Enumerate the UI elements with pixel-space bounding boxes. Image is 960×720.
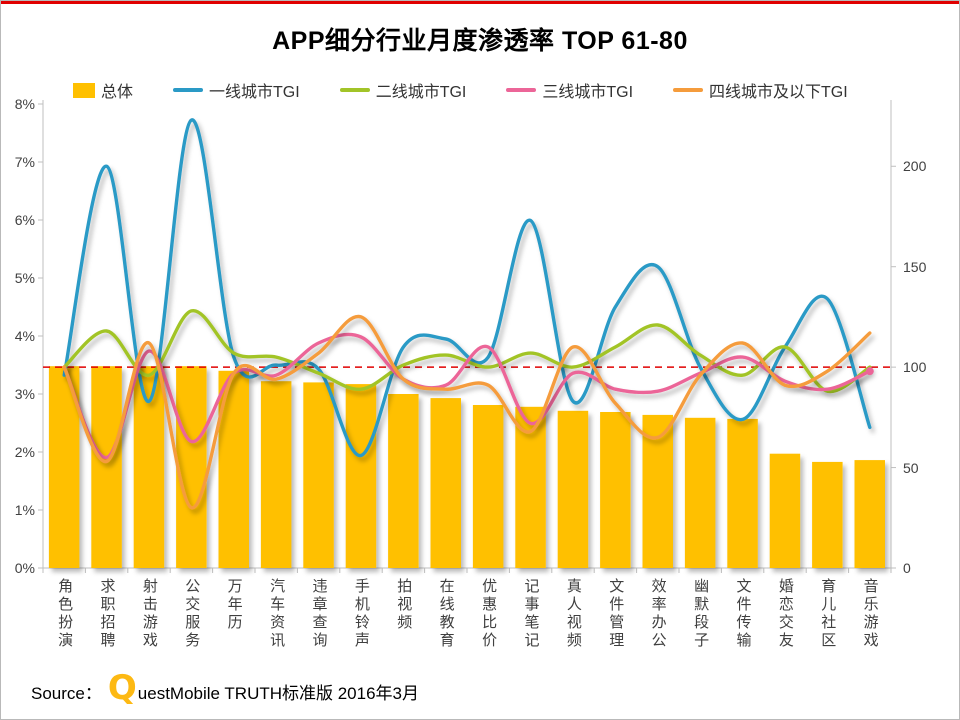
bar [430,398,461,568]
legend-swatch [73,82,95,98]
y-axis-right-label: 0 [903,560,911,576]
x-axis-label: 幽默段子 [692,578,710,650]
legend-swatch [506,88,537,92]
legend-swatch [173,88,204,92]
bar [812,461,843,568]
tgi-line-二线城市TGI [62,309,872,394]
x-axis-label: 记事笔记 [522,578,540,650]
legend-label: 二线城市TGI [375,84,467,101]
x-axis-label: 求职招聘 [98,578,116,650]
x-axis-label: 汽车资讯 [268,578,286,650]
x-axis-label: 手机铃声 [352,578,370,650]
y-axis-left-label: 0% [14,560,35,576]
legend-label: 一线城市TGI [209,84,300,101]
legend-label: 三线城市TGI [542,84,634,101]
bars [48,366,885,568]
x-axis-label: 万年历 [225,578,243,632]
legend-item: 总体 [73,78,133,102]
page-title: APP细分行业月度渗透率 TOP 61-80 [272,27,688,55]
x-axis-label: 效率办公 [649,578,667,650]
x-axis-label: 文件传输 [734,578,752,650]
y-axis-left-label: 6% [14,212,35,228]
tgi-line-一线城市TGI [62,118,872,458]
legend-label: 总体 [101,84,134,101]
x-axis-label: 射击游戏 [140,578,158,650]
line-end-marker [865,367,874,376]
legend: 总体 一线城市TGI 二线城市TGI 三线城市TGI 四线城市及以下TGI [73,77,848,103]
bar [515,406,546,568]
y-axis-right-label: 100 [903,359,927,376]
bar [854,460,885,568]
x-axis-label: 音乐游戏 [861,578,879,650]
legend-swatch [339,88,370,92]
y-axis-left-label: 1% [14,502,35,518]
y-axis-left-label: 7% [14,154,35,170]
bar [388,394,419,568]
y-axis-right-label: 150 [903,258,927,275]
bar [727,418,758,568]
x-axis-label: 优惠比价 [480,578,498,650]
bar [557,410,589,568]
bar [176,366,207,568]
x-axis-label: 婚恋交友 [776,578,794,650]
bar [91,366,122,568]
bar [642,414,673,568]
legend-label: 四线城市及以下TGI [709,84,848,101]
x-axis-label: 文件管理 [607,578,625,650]
bar [472,405,504,568]
legend-item: 四线城市及以下TGI [673,78,848,102]
tgi-line-三线城市TGI [62,332,872,460]
y-axis-right-label: 200 [903,158,927,175]
y-axis-left-label: 4% [14,328,35,344]
tgi-line-四线城市及以下TGI [62,314,872,510]
x-axis-label: 真人视频 [564,578,582,650]
x-axis-label: 违章查询 [310,578,328,650]
legend-item: 一线城市TGI [173,78,300,102]
bar [600,412,631,568]
y-axis-right-label: 50 [903,459,919,476]
y-axis-left-label: 2% [14,444,35,460]
bar [260,381,292,568]
x-axis-label: 拍视频 [395,578,413,632]
legend-item: 三线城市TGI [506,78,633,102]
x-axis-label: 角色扮演 [56,578,74,650]
legend-swatch [673,88,704,92]
source-text: uestMobile TRUTH标准版 2016年3月 [137,684,420,703]
top-accent-bar [1,1,959,4]
bar [133,366,165,568]
x-axis-label: 育儿社区 [819,578,837,650]
tgi-lines [62,118,874,510]
bar [684,417,716,568]
source-prefix: Source： [31,684,102,703]
x-axis-label: 公交服务 [183,578,201,650]
bar [769,453,801,568]
y-axis-left-label: 3% [14,386,35,402]
x-axis-label: 在线教育 [437,578,455,650]
axes [38,100,896,573]
bar [303,382,334,568]
bar [345,384,377,568]
y-axis-left-label: 5% [14,270,35,286]
y-axis-left-label: 8% [14,96,35,112]
legend-item: 二线城市TGI [339,78,467,102]
